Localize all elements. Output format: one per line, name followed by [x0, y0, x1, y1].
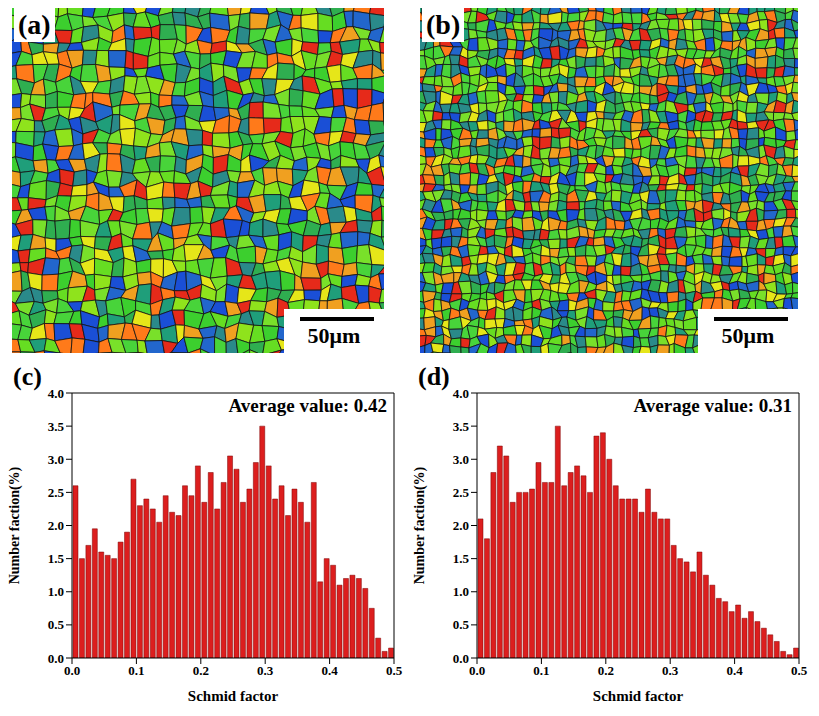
svg-text:0.0: 0.0 — [48, 651, 64, 666]
svg-text:Number faction(%): Number faction(%) — [412, 466, 428, 584]
svg-text:1.5: 1.5 — [453, 551, 470, 566]
svg-text:0.5: 0.5 — [386, 663, 403, 678]
svg-text:0.0: 0.0 — [453, 651, 469, 666]
svg-text:0.3: 0.3 — [257, 663, 274, 678]
svg-text:0.1: 0.1 — [128, 663, 144, 678]
svg-text:0.0: 0.0 — [64, 663, 80, 678]
html-text:(b): (b) — [426, 9, 461, 40]
svg-text:0.2: 0.2 — [598, 663, 614, 678]
svg-text:3.5: 3.5 — [48, 419, 65, 434]
svg-text:3.0: 3.0 — [453, 452, 469, 467]
html-text:(c): (c) — [13, 362, 42, 391]
svg-text:0.5: 0.5 — [791, 663, 808, 678]
svg-text:Schmid factor: Schmid factor — [188, 688, 279, 704]
svg-text:Schmid factor: Schmid factor — [593, 688, 684, 704]
svg-text:3.5: 3.5 — [453, 419, 470, 434]
svg-text:0.5: 0.5 — [48, 617, 65, 632]
svg-text:Number faction(%): Number faction(%) — [7, 466, 23, 584]
svg-text:0.4: 0.4 — [726, 663, 743, 678]
html-text:(d): (d) — [418, 362, 450, 391]
svg-text:2.0: 2.0 — [453, 518, 469, 533]
html-text:50μm: 50μm — [307, 323, 361, 348]
html-text:Average value: 0.31: Average value: 0.31 — [633, 395, 792, 416]
svg-text:2.5: 2.5 — [48, 485, 65, 500]
svg-text:0.2: 0.2 — [193, 663, 209, 678]
svg-text:0.5: 0.5 — [453, 617, 470, 632]
svg-text:0.0: 0.0 — [469, 663, 485, 678]
svg-text:1.5: 1.5 — [48, 551, 65, 566]
svg-text:4.0: 4.0 — [48, 386, 64, 401]
html-text:50μm: 50μm — [721, 323, 775, 348]
svg-text:3.0: 3.0 — [48, 452, 64, 467]
svg-text:2.0: 2.0 — [48, 518, 64, 533]
svg-text:1.0: 1.0 — [453, 584, 469, 599]
svg-text:4.0: 4.0 — [453, 386, 469, 401]
html-text:(a): (a) — [18, 9, 51, 40]
svg-text:0.4: 0.4 — [321, 663, 338, 678]
svg-text:2.5: 2.5 — [453, 485, 470, 500]
svg-text:0.3: 0.3 — [662, 663, 679, 678]
html-text:Average value: 0.42: Average value: 0.42 — [228, 395, 387, 416]
svg-text:0.1: 0.1 — [533, 663, 549, 678]
svg-text:1.0: 1.0 — [48, 584, 64, 599]
